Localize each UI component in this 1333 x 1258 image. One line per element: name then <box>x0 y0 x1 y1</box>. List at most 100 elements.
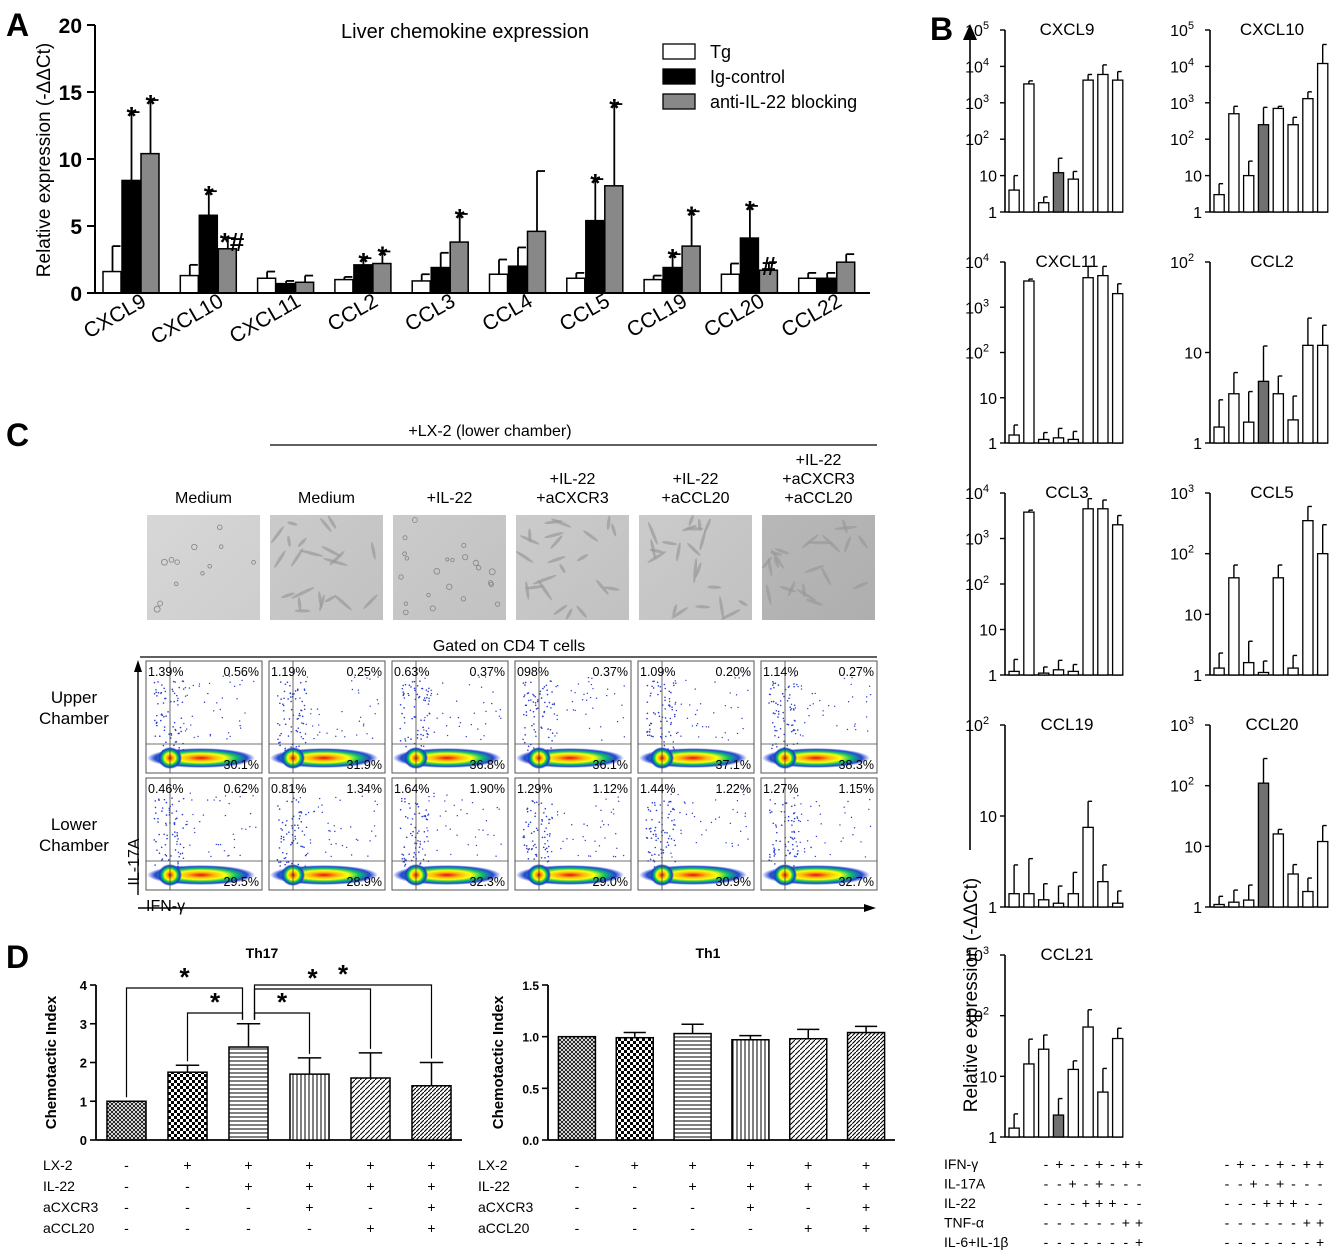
panel-c-flow-dot <box>325 851 327 853</box>
panel-c-flow-dot <box>847 701 850 703</box>
panel-b-condition-sign: + <box>1135 1215 1143 1231</box>
panel-c-flow-dot <box>155 688 157 691</box>
panel-b-bar <box>1097 508 1109 676</box>
panel-c-flow-dot <box>787 819 790 822</box>
panel-c-flow-dot <box>645 827 648 830</box>
panel-c-flow-dot <box>781 692 784 695</box>
panel-c-flow-dot <box>318 724 320 726</box>
panel-c-row-label: Chamber <box>39 709 109 728</box>
panel-c-flow-dot <box>846 728 849 731</box>
panel-c-flow-dot <box>407 692 409 695</box>
panel-c-flow-dot <box>788 694 791 696</box>
panel-c-cell <box>604 586 620 591</box>
panel-c-flow-dot <box>467 844 469 846</box>
panel-c-flow-dot <box>427 703 430 705</box>
panel-c-flow-dot <box>670 721 673 724</box>
panel-c-flow-dot <box>425 696 428 699</box>
panel-c-flow-dot <box>414 689 416 692</box>
panel-b-subplot-title: CCL21 <box>1041 945 1094 964</box>
panel-c-flow-dot <box>774 712 776 715</box>
panel-c-cell <box>174 559 180 565</box>
panel-c-cell <box>519 535 540 545</box>
panel-c-flow-dot <box>300 821 303 823</box>
panel-c-flow-dot <box>797 685 799 688</box>
panel-c-flow-dot <box>806 840 809 842</box>
panel-c-flow-ur: 0.37% <box>593 665 628 679</box>
panel-c-flow-dot <box>413 813 416 815</box>
panel-b-condition-sign: + <box>1250 1176 1258 1192</box>
panel-c-flow-dot <box>171 812 173 814</box>
panel-b-bar <box>1008 1127 1020 1138</box>
chart-a-bar <box>526 230 547 294</box>
panel-b-subplot-title: CXCL11 <box>1036 252 1099 271</box>
panel-c-flow-dot <box>453 804 455 806</box>
panel-c-flow-dot <box>792 838 794 841</box>
panel-c-cell <box>327 515 337 530</box>
panel-c-flow-dot <box>789 851 792 854</box>
panel-c-flow-dot <box>701 834 703 836</box>
panel-c-flow-dot <box>869 798 871 801</box>
panel-c-flow-dot <box>496 806 499 809</box>
panel-c-flow-dot <box>408 853 410 855</box>
panel-c-flow-dot <box>294 835 296 838</box>
panel-c-flow-dot <box>778 848 780 851</box>
panel-b-condition-sign: + <box>1289 1195 1297 1211</box>
panel-c-flow-dot <box>286 819 288 822</box>
panel-c-flow-dot <box>192 813 194 816</box>
panel-c-flow-dot <box>648 734 651 736</box>
panel-c-flow-dot <box>280 841 283 843</box>
panel-c-flow-dot <box>304 854 307 857</box>
panel-c-flow-dot <box>163 798 166 801</box>
panel-d-condition-sign: + <box>244 1157 252 1173</box>
panel-c-flow-dot <box>181 701 184 704</box>
panel-c-flow-dot <box>298 714 300 717</box>
panel-c-flow-dot <box>668 690 671 693</box>
panel-c-flow-dot <box>667 837 670 840</box>
panel-c-flow-dot <box>302 737 304 740</box>
panel-c-flow-dot <box>815 835 818 838</box>
panel-c-flow-dot <box>293 693 295 695</box>
panel-b-y-tick-label: 10 <box>979 1069 997 1086</box>
panel-c-micrograph <box>515 515 629 620</box>
panel-d-bar <box>673 1032 712 1141</box>
panel-c-flow-dot <box>729 692 731 694</box>
panel-c-flow-dot <box>160 719 162 722</box>
panel-c-flow-dot <box>291 841 293 844</box>
panel-c-flow-dot <box>772 822 775 825</box>
panel-c-flow-dot <box>864 856 867 858</box>
panel-c-flow-dot <box>842 837 844 839</box>
chart-a-bar <box>643 278 663 294</box>
panel-c-flow-dot <box>411 818 414 820</box>
panel-d-condition-label: aCCL20 <box>43 1220 95 1236</box>
panel-c-flow-dot <box>606 688 609 690</box>
panel-c-flow-dot <box>674 844 677 847</box>
panel-d-condition-sign: + <box>862 1157 870 1173</box>
panel-c-cell <box>688 514 694 526</box>
panel-c-flow-dot <box>731 842 733 845</box>
panel-c-flow-dot <box>500 843 502 845</box>
panel-c-flow-dot <box>601 820 603 822</box>
panel-c-flow-dot <box>279 865 281 867</box>
panel-c-flow-dot <box>421 848 424 850</box>
panel-c-flow-dot <box>660 720 662 723</box>
panel-d-bar <box>731 1039 770 1141</box>
panel-c-flow-dot <box>707 726 710 728</box>
panel-c-flow-dot <box>680 829 682 832</box>
panel-c-cell <box>804 565 825 573</box>
panel-c-flow-dot <box>547 845 550 848</box>
chart-a-bar <box>102 270 122 294</box>
panel-c-flow-dot <box>729 822 732 825</box>
panel-c-flow-dot <box>523 695 525 698</box>
panel-b-bar <box>1052 437 1065 444</box>
panel-c-cell <box>703 518 711 534</box>
panel-c-flow-dot <box>663 744 666 747</box>
panel-c-flow-dot <box>773 725 776 728</box>
panel-b-bar <box>1052 172 1065 213</box>
panel-b-condition-sign: - <box>1238 1215 1243 1231</box>
panel-b-condition-sign: - <box>1318 1195 1323 1211</box>
panel-c-flow-dot <box>224 795 227 797</box>
panel-c-flow-dot <box>680 832 682 835</box>
panel-b-subplot-title: CXCL10 <box>1240 20 1304 39</box>
